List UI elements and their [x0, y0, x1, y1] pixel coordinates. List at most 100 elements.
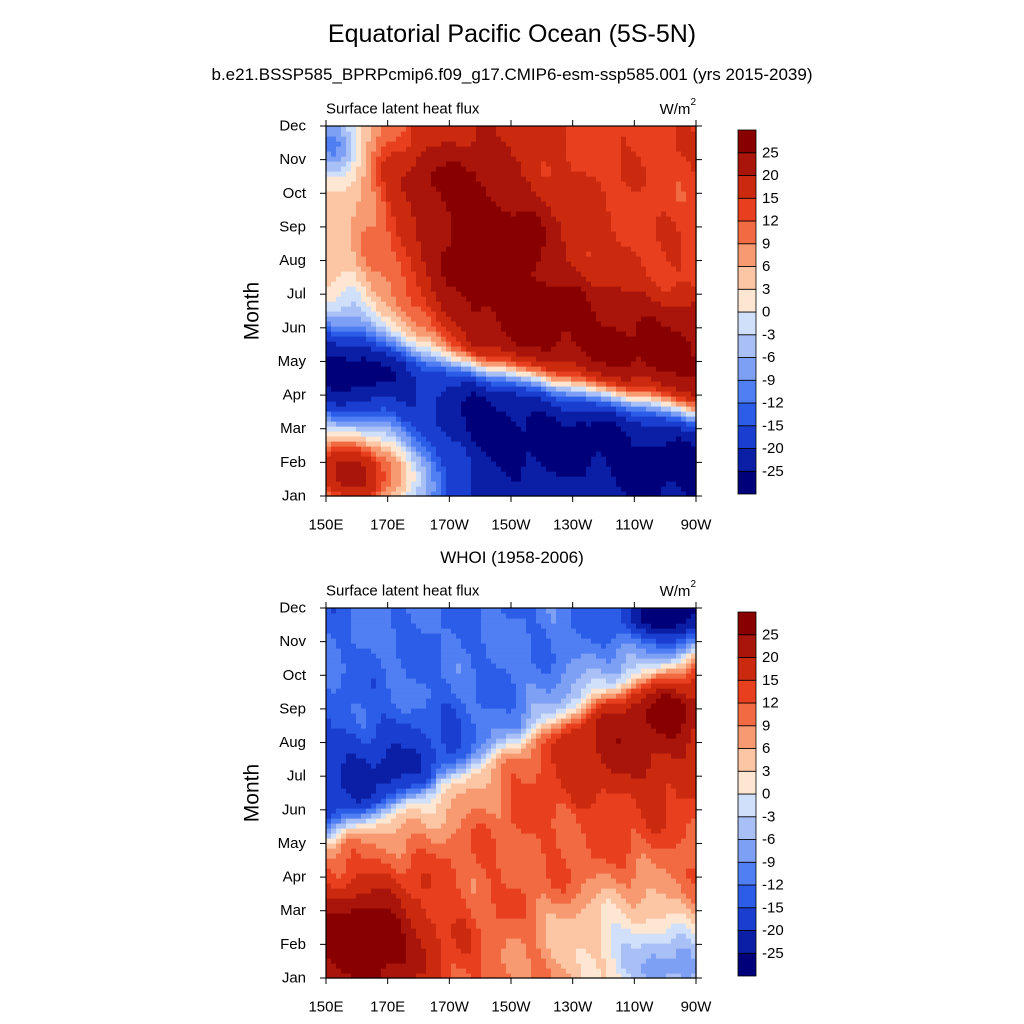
heatmap-cell	[451, 431, 457, 437]
heatmap-cell	[436, 231, 442, 237]
heatmap-cell	[491, 176, 497, 182]
heatmap-cell	[351, 456, 357, 462]
heatmap-cell	[431, 476, 437, 482]
heatmap-cell	[626, 476, 632, 482]
heatmap-cell	[496, 166, 502, 172]
heatmap-cell	[396, 171, 402, 177]
heatmap-cell	[561, 266, 567, 272]
heatmap-cell	[466, 441, 472, 447]
heatmap-cell	[496, 346, 502, 352]
heatmap-cell	[381, 271, 387, 277]
heatmap-cell	[396, 376, 402, 382]
heatmap-cell	[401, 416, 407, 422]
heatmap-cell	[641, 471, 647, 477]
heatmap-cell	[426, 386, 432, 392]
heatmap-cell	[396, 451, 402, 457]
heatmap-cell	[456, 251, 462, 257]
heatmap-cell	[506, 221, 512, 227]
heatmap-cell	[366, 471, 372, 477]
heatmap-cell	[601, 451, 607, 457]
heatmap-cell	[686, 471, 692, 477]
heatmap-cell	[391, 156, 397, 162]
heatmap-cell	[596, 356, 602, 362]
heatmap-cell	[396, 316, 402, 322]
heatmap-cell	[481, 351, 487, 357]
heatmap-cell	[436, 226, 442, 232]
heatmap-cell	[386, 456, 392, 462]
heatmap-cell	[531, 491, 537, 497]
heatmap-cell	[556, 441, 562, 447]
heatmap-cell	[446, 401, 452, 407]
heatmap-cell	[691, 416, 697, 422]
heatmap-cell	[401, 471, 407, 477]
heatmap-cell	[456, 321, 462, 327]
heatmap-cell	[691, 166, 697, 172]
heatmap-cell	[641, 196, 647, 202]
heatmap-cell	[626, 261, 632, 267]
heatmap-cell	[451, 346, 457, 352]
heatmap-cell	[396, 461, 402, 467]
heatmap-cell	[441, 456, 447, 462]
heatmap-cell	[636, 441, 642, 447]
heatmap-cell	[616, 376, 622, 382]
heatmap-cell	[521, 456, 527, 462]
heatmap-cell	[571, 181, 577, 187]
heatmap-cell	[491, 316, 497, 322]
heatmap-cell	[506, 356, 512, 362]
heatmap-cell	[581, 381, 587, 387]
heatmap-cell	[456, 216, 462, 222]
heatmap-cell	[496, 386, 502, 392]
heatmap-cell	[326, 416, 332, 422]
heatmap-cell	[521, 481, 527, 487]
heatmap-cell	[531, 436, 537, 442]
heatmap-cell	[341, 366, 347, 372]
heatmap-cell	[626, 351, 632, 357]
heatmap-cell	[671, 211, 677, 217]
heatmap-cell	[561, 406, 567, 412]
heatmap-cell	[581, 436, 587, 442]
heatmap-cell	[381, 191, 387, 197]
heatmap-cell	[336, 371, 342, 377]
heatmap-cell	[571, 296, 577, 302]
heatmap-cell	[386, 421, 392, 427]
heatmap-cell	[341, 326, 347, 332]
heatmap-cell	[441, 206, 447, 212]
heatmap-cell	[641, 326, 647, 332]
heatmap-cell	[566, 461, 572, 467]
heatmap-cell	[681, 486, 687, 492]
heatmap-cell	[621, 206, 627, 212]
heatmap-cell	[671, 176, 677, 182]
heatmap-cell	[516, 396, 522, 402]
heatmap-cell	[521, 361, 527, 367]
heatmap-cell	[586, 486, 592, 492]
heatmap-cell	[431, 401, 437, 407]
heatmap-cell	[461, 406, 467, 412]
heatmap-cell	[441, 346, 447, 352]
heatmap-cell	[336, 281, 342, 287]
heatmap-cell	[546, 301, 552, 307]
heatmap-cell	[351, 431, 357, 437]
heatmap-cell	[361, 456, 367, 462]
heatmap-cell	[681, 256, 687, 262]
heatmap-cell	[436, 156, 442, 162]
heatmap-cell	[486, 441, 492, 447]
heatmap-cell	[691, 391, 697, 397]
heatmap-cell	[516, 266, 522, 272]
heatmap-cell	[666, 346, 672, 352]
heatmap-cell	[641, 261, 647, 267]
heatmap-cell	[366, 296, 372, 302]
heatmap-cell	[331, 216, 337, 222]
heatmap-cell	[561, 456, 567, 462]
heatmap-cell	[651, 486, 657, 492]
heatmap-cell	[536, 246, 542, 252]
heatmap-cell	[666, 291, 672, 297]
heatmap-cell	[376, 471, 382, 477]
heatmap-cell	[651, 396, 657, 402]
heatmap-cell	[636, 161, 642, 167]
heatmap-cell	[486, 296, 492, 302]
heatmap-cell	[541, 476, 547, 482]
heatmap-cell	[621, 426, 627, 432]
heatmap-cell	[651, 206, 657, 212]
heatmap-cell	[431, 381, 437, 387]
heatmap-cell	[401, 306, 407, 312]
